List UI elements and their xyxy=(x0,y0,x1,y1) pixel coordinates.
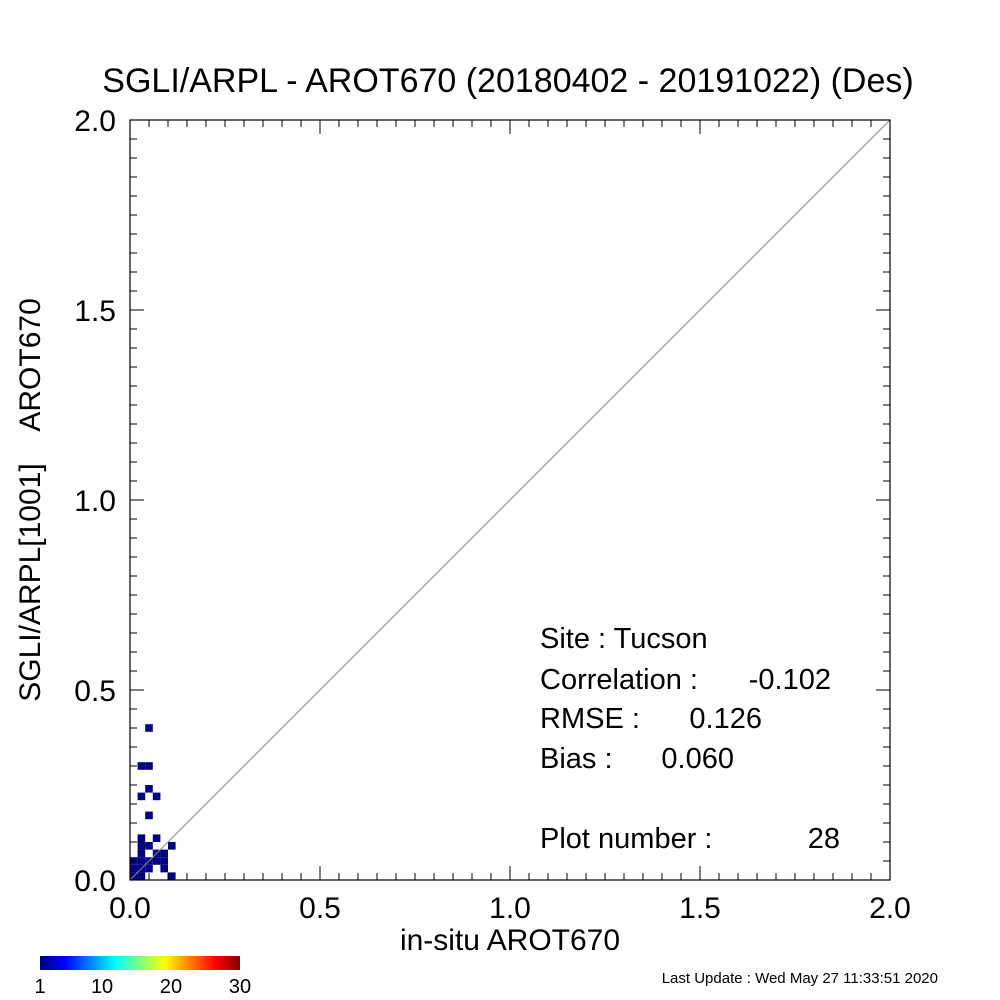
correlation-label: Correlation : xyxy=(540,664,698,696)
density-cell xyxy=(152,857,161,865)
density-cell xyxy=(168,872,176,880)
one-to-one-line xyxy=(129,119,891,881)
density-cell xyxy=(137,762,146,770)
density-cell xyxy=(145,724,153,732)
colorbar-tick-label: 1 xyxy=(34,976,45,998)
density-cell xyxy=(137,857,146,865)
colorbar-tick-label: 30 xyxy=(229,976,251,998)
x-tick-label: 1.5 xyxy=(679,892,721,925)
density-cell xyxy=(152,792,161,801)
density-cell xyxy=(145,785,153,793)
y-tick-label: 1.0 xyxy=(74,485,116,518)
density-cell xyxy=(137,792,146,801)
correlation-value: -0.102 xyxy=(749,664,831,696)
plot-number-label: Plot number : xyxy=(540,823,712,855)
y-tick-label: 2.0 xyxy=(74,105,116,138)
last-update-text: Last Update : Wed May 27 11:33:51 2020 xyxy=(661,970,938,987)
bias-value: 0.060 xyxy=(661,743,734,775)
y-axis-label: SGLI/ARPL[1001] AROT670 xyxy=(14,298,47,702)
density-cell xyxy=(137,834,146,842)
density-cell xyxy=(145,842,153,850)
x-tick-label: 2.0 xyxy=(869,892,911,925)
rmse-label: RMSE : xyxy=(540,703,640,735)
x-axis-label: in-situ AROT670 xyxy=(400,924,620,957)
y-tick-label: 0.0 xyxy=(74,865,116,898)
density-cell xyxy=(137,842,146,850)
density-cell xyxy=(152,834,161,842)
chart-title: SGLI/ARPL - AROT670 (20180402 - 20191022… xyxy=(102,62,913,100)
density-cell xyxy=(130,864,138,873)
density-cell xyxy=(160,864,168,873)
plot-number-value: 28 xyxy=(808,823,840,855)
colorbar-labels: 1 10 20 30 xyxy=(34,976,251,998)
site-text: Site : Tucson xyxy=(540,623,708,655)
bias-label: Bias : xyxy=(540,743,613,775)
density-cell xyxy=(137,849,146,858)
rmse-value: 0.126 xyxy=(689,703,762,735)
density-cell xyxy=(160,857,168,865)
density-cell xyxy=(145,864,153,873)
density-cell xyxy=(168,842,176,850)
density-cell xyxy=(145,762,153,770)
density-cell xyxy=(137,872,146,880)
density-cell xyxy=(145,811,153,820)
x-tick-label: 0.5 xyxy=(299,892,341,925)
colorbar-tick-label: 10 xyxy=(91,976,113,998)
stats-panel: Site : Tucson Correlation : -0.102 RMSE … xyxy=(540,623,840,855)
x-tick-label: 0.0 xyxy=(109,892,151,925)
density-cell xyxy=(160,849,168,858)
plot-frame xyxy=(129,119,891,881)
y-tick-label: 0.5 xyxy=(74,675,116,708)
colorbar xyxy=(40,956,240,970)
axis-tick-labels: 0.0 0.5 1.0 1.5 2.0 0.0 0.5 1.0 1.5 2.0 xyxy=(74,105,911,925)
y-tick-label: 1.5 xyxy=(74,295,116,328)
x-tick-label: 1.0 xyxy=(489,892,531,925)
colorbar-tick-label: 20 xyxy=(160,976,182,998)
